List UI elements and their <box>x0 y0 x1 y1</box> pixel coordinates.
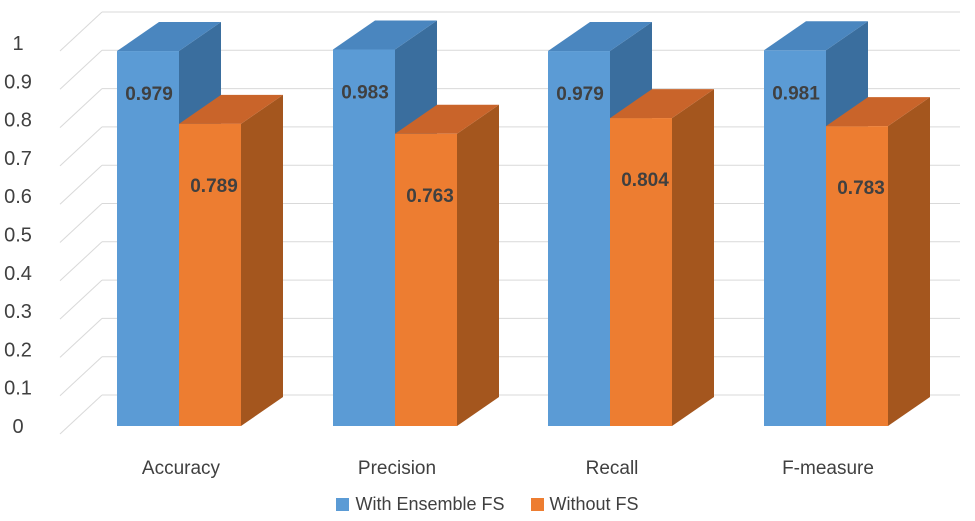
legend-label-without-fs: Without FS <box>549 494 639 514</box>
gridline-diagonal <box>59 11 103 52</box>
gridline-diagonal <box>59 49 103 90</box>
bar-side-face <box>457 104 499 427</box>
bar-top-face <box>610 89 714 119</box>
data-label: 0.804 <box>621 170 669 191</box>
x-category-label: F-measure <box>782 458 874 479</box>
bar-without-fs-f-measure <box>826 97 930 427</box>
legend-label-with-ensemble-fs: With Ensemble FS <box>355 494 505 514</box>
gridline-diagonal <box>59 126 103 167</box>
bar-front-face <box>333 49 395 427</box>
bar-front-face <box>395 133 457 426</box>
y-tick-label: 0.3 <box>4 301 32 323</box>
legend-swatch-without-fs <box>530 498 544 511</box>
bar-front-face <box>610 118 672 427</box>
y-axis-ticks: 0 0.1 0.2 0.3 0.4 0.5 0.6 0.7 0.8 0.9 1 <box>4 33 32 438</box>
y-tick-label: 0.5 <box>4 225 32 247</box>
y-tick-label: 0.4 <box>4 263 32 285</box>
bar-front-face <box>826 126 888 427</box>
gridline-diagonal <box>59 164 103 205</box>
gridline-diagonal <box>59 203 103 243</box>
bar-front-face <box>764 50 826 426</box>
y-tick-label: 0.9 <box>4 71 32 93</box>
bar-without-fs-accuracy <box>179 94 283 427</box>
bar-front-face <box>548 51 610 426</box>
data-label: 0.789 <box>190 176 238 197</box>
x-category-label: Accuracy <box>142 458 221 479</box>
y-tick-label: 0.2 <box>4 339 32 361</box>
gridline-diagonal <box>59 279 103 320</box>
data-label: 0.979 <box>556 84 604 105</box>
bar-top-face <box>826 97 930 127</box>
x-axis-categories: Accuracy Precision Recall F-measure <box>142 458 874 479</box>
bar-side-face <box>672 89 714 427</box>
bar-top-face <box>333 20 437 50</box>
data-label: 0.979 <box>125 84 173 105</box>
bar-top-face <box>117 22 221 52</box>
y-tick-label: 0 <box>12 416 23 438</box>
x-category-label: Recall <box>586 458 639 479</box>
y-tick-label: 0.8 <box>4 110 32 132</box>
bar-top-face <box>395 104 499 134</box>
y-tick-label: 0.6 <box>4 186 32 208</box>
gridline-diagonal <box>59 88 103 128</box>
legend: With Ensemble FS Without FS <box>0 494 975 515</box>
data-label: 0.763 <box>406 186 454 207</box>
x-category-label: Precision <box>358 458 436 479</box>
gridline-diagonal <box>59 394 103 435</box>
bar-side-face <box>241 94 283 427</box>
bar-without-fs-recall <box>610 89 714 427</box>
y-tick-label: 1 <box>12 33 23 55</box>
gridline-diagonal <box>59 356 103 397</box>
bar-front-face <box>117 51 179 426</box>
bar-side-face <box>888 97 930 427</box>
legend-item-without-fs: Without FS <box>530 494 639 515</box>
gridline-diagonal <box>59 241 103 282</box>
data-label: 0.981 <box>772 83 820 104</box>
data-label: 0.983 <box>341 83 389 104</box>
legend-item-with-ensemble-fs: With Ensemble FS <box>336 494 505 515</box>
bar-top-face <box>548 22 652 52</box>
bars: 0.979 0.789 0.983 0.763 0.979 0.804 0.981 0.783 <box>117 20 930 427</box>
y-tick-label: 0.1 <box>4 378 32 400</box>
bar-front-face <box>179 123 241 427</box>
legend-swatch-with-ensemble-fs <box>336 498 350 511</box>
y-tick-label: 0.7 <box>4 148 32 170</box>
gridline-diagonal <box>59 318 103 358</box>
bar-without-fs-precision <box>395 104 499 427</box>
data-label: 0.783 <box>837 178 885 199</box>
bar-top-face <box>764 21 868 51</box>
bar-top-face <box>179 94 283 124</box>
